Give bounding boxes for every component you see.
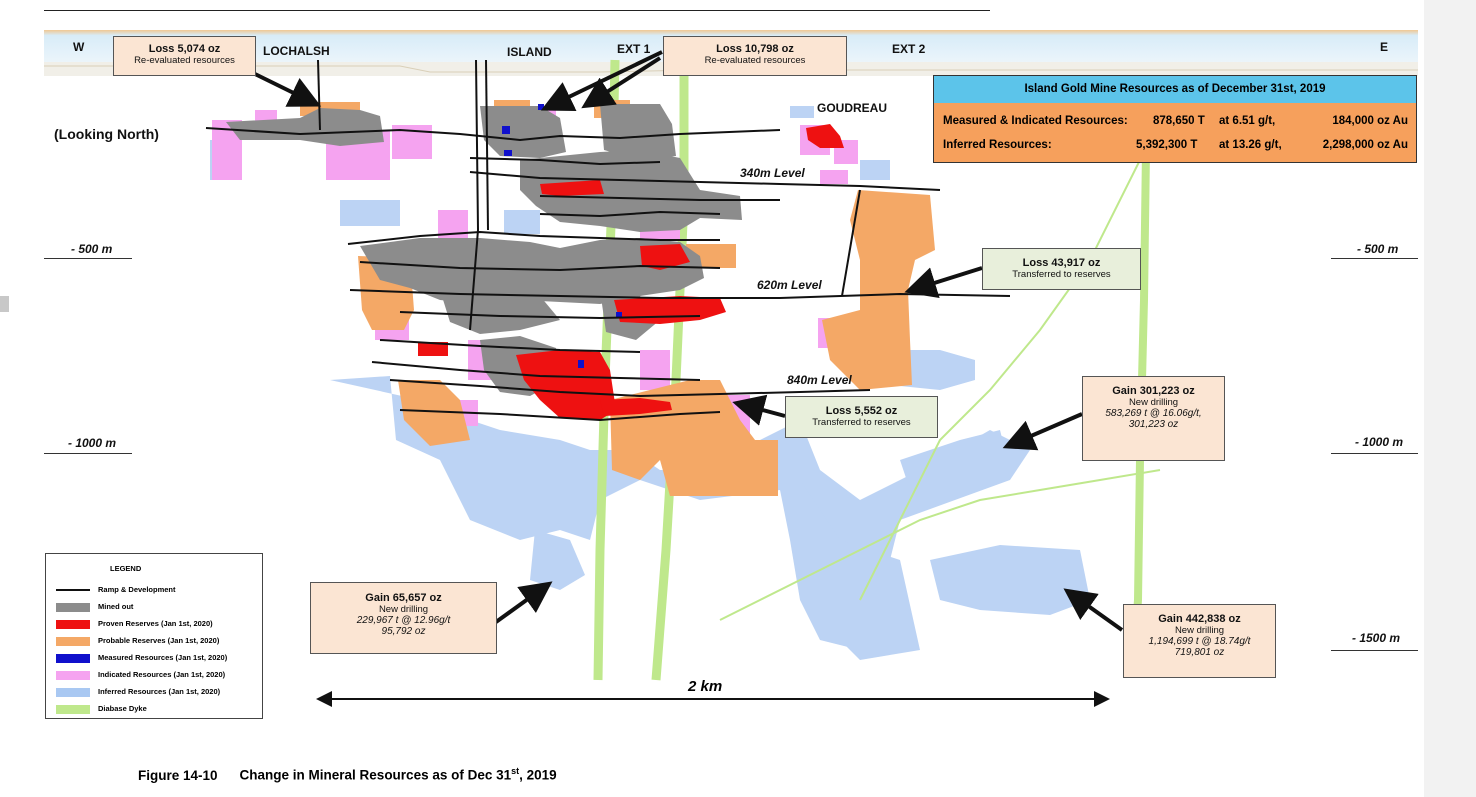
callout-deep-east-gain: Gain 442,838 oz New drilling 1,194,699 t… [1123, 604, 1276, 678]
callout-lochalsh-loss: Loss 5,074 oz Re-evaluated resources [113, 36, 256, 76]
callout-detail: 1,194,699 t @ 18.74g/t [1148, 636, 1251, 647]
callout-heading: Loss 5,074 oz [148, 43, 221, 55]
depth-right-1000: - 1000 m [1355, 435, 1404, 449]
ramp-and-development [205, 59, 1011, 422]
callout-subtext: Transferred to reserves [812, 417, 911, 428]
callout-deep-west-gain: Gain 65,657 oz New drilling 229,967 t @ … [310, 582, 497, 654]
west-label: W [73, 40, 85, 54]
legend-swatch [56, 688, 90, 697]
callout-heading: Loss 10,798 oz [716, 43, 794, 55]
callout-subtext: New drilling [1128, 397, 1179, 408]
legend-swatch [56, 705, 90, 714]
legend-title: LEGEND [110, 564, 142, 573]
summary-row-inferred: Inferred Resources: 5,392,300 T at 13.26… [943, 139, 1408, 155]
depth-left-1000: - 1000 m [68, 436, 117, 450]
depth-tick [1331, 258, 1418, 259]
zone-label-lochalsh: LOCHALSH [263, 44, 330, 58]
proven-reserves-zones [418, 124, 844, 420]
callout-detail: 583,269 t @ 16.06g/t, [1105, 408, 1202, 419]
callout-subtext: New drilling [378, 604, 429, 615]
summary-row-grade: at 13.26 g/t, [1219, 139, 1282, 151]
legend-swatch [56, 589, 90, 591]
callout-subtext: Re-evaluated resources [704, 55, 806, 66]
callout-heading: Loss 5,552 oz [825, 405, 898, 417]
page-margin-band [1424, 0, 1476, 797]
depth-tick [1331, 453, 1418, 454]
callout-heading: Gain 442,838 oz [1158, 613, 1241, 625]
callout-subtext: Transferred to reserves [1012, 269, 1111, 280]
callout-heading: Loss 43,917 oz [1022, 257, 1101, 269]
callout-detail: 719,801 oz [1174, 647, 1225, 658]
caption-text: Change in Mineral Resources as of Dec 31 [239, 767, 512, 783]
callout-detail: 229,967 t @ 12.96g/t [356, 615, 451, 626]
legend-label: Indicated Resources (Jan 1st, 2020) [98, 670, 226, 679]
legend: LEGEND Ramp & Development Mined out Prov… [45, 553, 263, 719]
figure-number: Figure 14-10 [138, 767, 218, 783]
level-label-340: 340m Level [740, 166, 805, 180]
legend-swatch [56, 603, 90, 612]
callout-subtext: Re-evaluated resources [134, 55, 235, 66]
depth-tick [44, 453, 132, 454]
legend-swatch [56, 654, 90, 663]
summary-row-tonnes: 5,392,300 T [1136, 139, 1198, 151]
zone-label-ext1: EXT 1 [617, 42, 651, 56]
legend-label: Ramp & Development [98, 585, 176, 594]
east-label: E [1380, 40, 1389, 54]
view-direction-label: (Looking North) [54, 126, 159, 142]
mined-out-zones [226, 104, 742, 396]
resource-summary-table: Island Gold Mine Resources as of Decembe… [933, 75, 1417, 163]
callout-heading: Gain 65,657 oz [365, 592, 442, 604]
depth-tick [1331, 650, 1418, 651]
callout-840-loss: Loss 5,552 oz Transferred to reserves [785, 396, 938, 438]
legend-label: Probable Reserves (Jan 1st, 2020) [98, 636, 220, 645]
summary-row-tonnes: 878,650 T [1153, 115, 1205, 127]
depth-left-500: - 500 m [71, 242, 113, 256]
summary-row-grade: at 6.51 g/t, [1219, 115, 1276, 127]
depth-right-500: - 500 m [1357, 242, 1399, 256]
legend-label: Diabase Dyke [98, 704, 147, 713]
zone-label-island: ISLAND [507, 45, 552, 59]
callout-island-loss: Loss 10,798 oz Re-evaluated resources [663, 36, 847, 76]
callout-detail: 95,792 oz [381, 626, 426, 637]
legend-label: Mined out [98, 602, 134, 611]
legend-swatch [56, 671, 90, 680]
legend-label: Proven Reserves (Jan 1st, 2020) [98, 619, 213, 628]
summary-row-ounces: 2,298,000 oz Au [1322, 139, 1408, 151]
summary-row-ounces: 184,000 oz Au [1332, 115, 1408, 127]
level-label-840: 840m Level [787, 373, 852, 387]
figure-caption: Figure 14-10 Change in Mineral Resources … [138, 766, 557, 783]
legend-label: Measured Resources (Jan 1st, 2020) [98, 653, 228, 662]
zone-label-ext2: EXT 2 [892, 42, 926, 56]
callout-detail: 301,223 oz [1128, 419, 1179, 430]
scale-bar-label: 2 km [688, 678, 723, 695]
page-edge-mark [0, 296, 9, 312]
zone-label-goudreau: GOUDREAU [817, 101, 888, 115]
depth-tick [44, 258, 132, 259]
callout-620-loss: Loss 43,917 oz Transferred to reserves [982, 248, 1141, 290]
summary-row-measured-indicated: Measured & Indicated Resources: 878,650 … [943, 115, 1408, 131]
level-label-620: 620m Level [757, 278, 822, 292]
summary-row-label: Measured & Indicated Resources: [943, 115, 1128, 127]
callout-heading: Gain 301,223 oz [1112, 385, 1195, 397]
callout-subtext: New drilling [1174, 625, 1225, 636]
legend-swatch [56, 637, 90, 646]
callout-east-gain: Gain 301,223 oz New drilling 583,269 t @… [1082, 376, 1225, 461]
summary-body: Measured & Indicated Resources: 878,650 … [934, 103, 1416, 162]
inferred-resources-zones [210, 106, 1090, 660]
summary-row-label: Inferred Resources: [943, 139, 1052, 151]
legend-swatch [56, 620, 90, 629]
caption-superscript: st [511, 766, 520, 776]
caption-text-end: , 2019 [519, 767, 557, 783]
legend-label: Inferred Resources (Jan 1st, 2020) [98, 687, 221, 696]
top-rule [44, 10, 990, 11]
summary-title: Island Gold Mine Resources as of Decembe… [934, 76, 1416, 103]
depth-right-1500: - 1500 m [1352, 631, 1401, 645]
callout-arrows [254, 50, 1124, 632]
